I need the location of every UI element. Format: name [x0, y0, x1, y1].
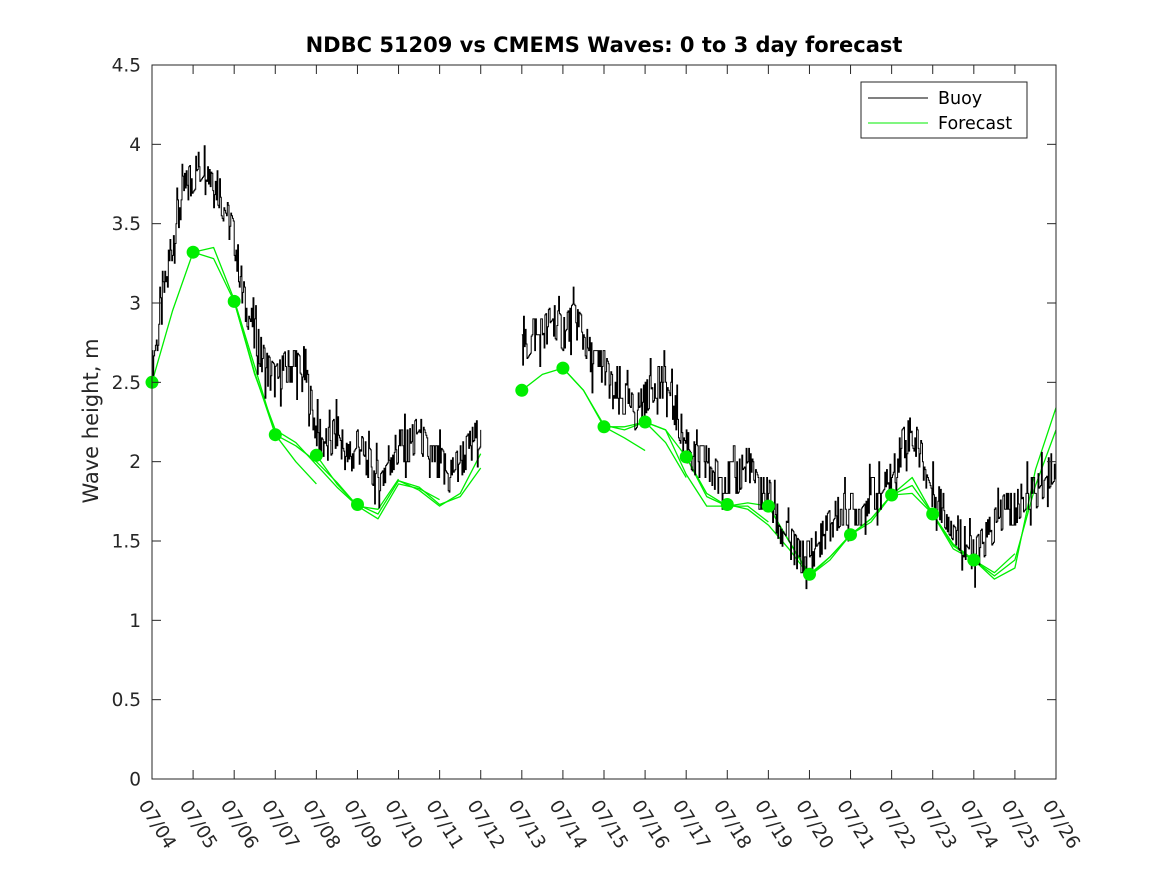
x-tick-label: 07/21	[832, 797, 878, 853]
legend-box	[860, 81, 1028, 139]
y-axis-label: Wave height, m	[79, 338, 103, 503]
x-tick-label: 07/17	[668, 797, 714, 853]
buoy-series	[152, 145, 1057, 590]
x-tick-label: 07/24	[956, 797, 1002, 853]
forecast-run-line	[932, 429, 1057, 577]
x-tick-label: 07/07	[257, 797, 303, 853]
forecast-point	[309, 448, 323, 462]
x-tick-label: 07/18	[709, 797, 755, 853]
forecast-run-line	[315, 454, 440, 520]
forecast-series	[151, 246, 1057, 580]
buoy-line	[521, 286, 1057, 590]
buoy-line	[152, 145, 482, 509]
forecast-point	[227, 294, 241, 308]
x-tick-label: 07/08	[298, 797, 344, 853]
forecast-point	[926, 507, 940, 521]
forecast-run-line	[850, 484, 975, 561]
x-tick-label: 07/12	[462, 797, 508, 853]
x-tick-label: 07/04	[134, 797, 180, 853]
x-tick-label: 07/16	[627, 797, 673, 853]
y-tick-label: 3	[129, 294, 141, 315]
forecast-point	[515, 383, 529, 397]
forecast-point	[885, 488, 899, 502]
x-tick-label: 07/14	[545, 797, 591, 853]
forecast-point	[186, 245, 200, 259]
forecast-point	[638, 415, 652, 429]
legend-label-buoy: Buoy	[938, 89, 982, 109]
forecast-point	[803, 567, 816, 581]
x-tick-label: 07/26	[1038, 797, 1084, 853]
x-tick-label: 07/23	[914, 797, 960, 853]
forecast-run-line	[891, 492, 1016, 574]
forecast-run-line	[562, 367, 687, 478]
forecast-point	[351, 498, 364, 511]
forecast-point	[679, 450, 693, 464]
forecast-point	[268, 428, 282, 442]
forecast-run-line	[973, 407, 1057, 580]
y-tick-label: 2.5	[112, 373, 141, 394]
chart-title: NDBC 51209 vs CMEMS Waves: 0 to 3 day fo…	[306, 33, 903, 57]
forecast-point	[967, 553, 981, 567]
y-tick-label: 1.5	[112, 532, 141, 553]
y-tick-label: 0	[129, 770, 141, 791]
forecast-run-line	[357, 467, 482, 515]
y-tick-label: 2	[129, 452, 141, 473]
y-tick-label: 3.5	[112, 214, 141, 235]
forecast-run-line	[274, 434, 400, 510]
x-tick-label: 07/20	[791, 797, 837, 853]
x-tick-label: 07/09	[339, 797, 385, 853]
y-tick-label: 0.5	[112, 690, 141, 711]
forecast-run-line	[233, 301, 358, 507]
forecast-point	[720, 498, 734, 511]
legend: Buoy Forecast	[860, 81, 1028, 139]
x-tick-label: 07/06	[216, 797, 262, 853]
forecast-point	[597, 420, 611, 434]
x-tick-label: 07/05	[175, 797, 221, 853]
forecast-point	[761, 499, 775, 513]
x-tick-label: 07/11	[421, 797, 467, 853]
x-tick-label: 07/22	[873, 797, 919, 853]
forecast-point	[844, 528, 857, 542]
y-tick-label: 4	[129, 135, 141, 156]
forecast-run-line	[644, 421, 769, 523]
y-tick-label: 1	[129, 611, 141, 632]
legend-label-forecast: Forecast	[938, 114, 1012, 134]
forecast-run-line	[398, 453, 482, 507]
x-tick-label: 07/10	[380, 797, 426, 853]
x-tick-label: 07/19	[750, 797, 796, 853]
y-tick-label: 4.5	[112, 56, 141, 77]
x-tick-label: 07/13	[504, 797, 550, 853]
forecast-point	[556, 361, 570, 375]
forecast-run-line	[192, 246, 317, 485]
x-tick-label: 07/15	[586, 797, 632, 853]
forecast-run-line	[809, 476, 934, 575]
forecast-initial-points	[145, 245, 981, 581]
x-tick-label: 07/25	[997, 797, 1043, 853]
